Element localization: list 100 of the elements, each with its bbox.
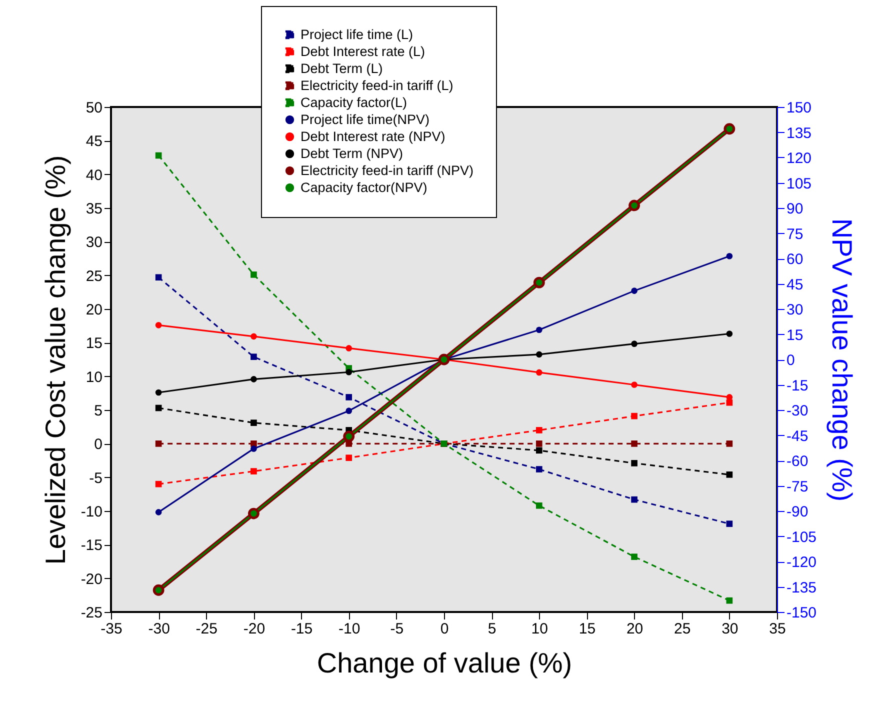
y-tick-label: 15	[86, 335, 102, 352]
point	[631, 340, 638, 347]
legend-label: Electricity feed-in tariff (L)	[300, 78, 454, 93]
point	[155, 480, 162, 488]
x-tick-label: -10	[338, 620, 360, 638]
y-tick-label: 35	[86, 200, 102, 218]
point	[250, 446, 257, 452]
y-tick-label: 45	[86, 133, 102, 150]
point	[631, 496, 638, 503]
legend-label: Debt Term (L)	[300, 60, 383, 76]
point	[155, 509, 162, 516]
point	[726, 330, 733, 337]
y2-tick-label: 135	[786, 124, 812, 142]
point	[155, 152, 162, 159]
legend-label: Debt Interest rate (L)	[300, 44, 426, 59]
x-tick-label: -30	[148, 620, 170, 638]
point	[155, 440, 162, 447]
point	[631, 382, 638, 388]
y2-tick-label: 75	[786, 226, 804, 243]
y-tick-label: -20	[80, 570, 102, 588]
legend-label: Capacity factor(NPV)	[300, 180, 428, 195]
y2-tick-label: 15	[786, 326, 804, 344]
y-tick-label: 5	[94, 402, 102, 420]
y-tick-label: -10	[80, 504, 102, 520]
y2-tick-label: 90	[786, 200, 804, 218]
point	[726, 399, 733, 406]
x-tick-label: 20	[626, 620, 644, 638]
legend-label: Capacity factor(L)	[300, 94, 408, 110]
point	[631, 554, 638, 560]
y-tick-label: -15	[80, 537, 102, 554]
point	[536, 502, 542, 509]
y-tick-label: 30	[86, 234, 102, 252]
legend-label: Project life time (L)	[300, 26, 414, 42]
point	[536, 447, 542, 454]
point	[155, 322, 162, 328]
point	[250, 354, 257, 360]
y-tick-label: -25	[80, 604, 102, 622]
y2-tick-label: -120	[786, 554, 817, 571]
point	[726, 597, 733, 604]
point	[155, 274, 162, 281]
point	[155, 389, 162, 396]
x-axis-title: Change of value (%)	[316, 648, 572, 678]
x-tick-label: 10	[531, 620, 548, 638]
y-tick-label: 0	[94, 436, 102, 454]
y-tick-label: 50	[86, 100, 102, 116]
y2-tick-label: -30	[786, 402, 808, 420]
point	[631, 440, 638, 447]
y2-tick-label: -135	[786, 579, 817, 596]
legend-label: Project life time(NPV)	[300, 112, 430, 127]
y-tick-label: 10	[86, 368, 102, 386]
y2-tick-label: 60	[786, 251, 804, 268]
y-axis-title: Levelized Cost value change (%)	[40, 155, 71, 565]
x-tick-label: -5	[390, 620, 404, 638]
x-tick-label: 5	[488, 620, 496, 638]
x-tick-label: 15	[578, 620, 596, 638]
point	[250, 272, 257, 278]
y2-tick-label: -45	[786, 428, 808, 445]
point	[250, 333, 257, 340]
y2-tick-label: 30	[786, 302, 804, 318]
point	[536, 326, 542, 334]
y-tick-label: -5	[89, 470, 102, 487]
point	[346, 454, 352, 461]
x-tick-label: 0	[440, 620, 449, 638]
point	[346, 394, 352, 400]
point	[536, 427, 542, 434]
y2-tick-label: -75	[786, 478, 808, 496]
y2-axis-title: NPV value change (%)	[826, 218, 858, 502]
y2-tick-label: 120	[786, 150, 812, 167]
y-tick-label: 20	[86, 302, 102, 318]
y2-tick-label: 105	[786, 175, 812, 192]
y-tick-label: 25	[86, 268, 102, 285]
x-tick-label: -15	[290, 620, 313, 638]
point	[536, 369, 542, 376]
legend-label: Debt Interest rate (NPV)	[300, 128, 446, 144]
y2-tick-label: 150	[786, 100, 812, 116]
point	[726, 252, 733, 260]
y2-tick-label: -105	[786, 528, 817, 546]
y2-tick-label: -90	[786, 504, 808, 520]
y2-tick-label: -15	[786, 377, 808, 394]
point	[631, 412, 638, 420]
point	[726, 471, 733, 478]
point	[536, 351, 542, 358]
point	[250, 376, 257, 382]
point	[726, 520, 733, 527]
point	[346, 368, 352, 376]
y2-tick-label: 0	[786, 352, 795, 369]
point	[346, 408, 352, 414]
x-tick-label: 30	[722, 620, 738, 638]
point	[536, 440, 542, 447]
legend-label: Electricity feed-in tariff (NPV)	[300, 162, 474, 178]
y2-tick-label: -60	[786, 453, 808, 470]
point	[726, 394, 733, 400]
point	[536, 466, 542, 472]
x-tick-label: -25	[196, 620, 218, 638]
y2-tick-label: -150	[786, 604, 817, 622]
legend-label: Debt Term (NPV)	[300, 146, 404, 161]
y-tick-label: 40	[86, 166, 102, 184]
x-tick-label: -35	[100, 620, 122, 638]
x-tick-label: 35	[769, 620, 786, 638]
y2-tick-label: 45	[786, 276, 804, 294]
